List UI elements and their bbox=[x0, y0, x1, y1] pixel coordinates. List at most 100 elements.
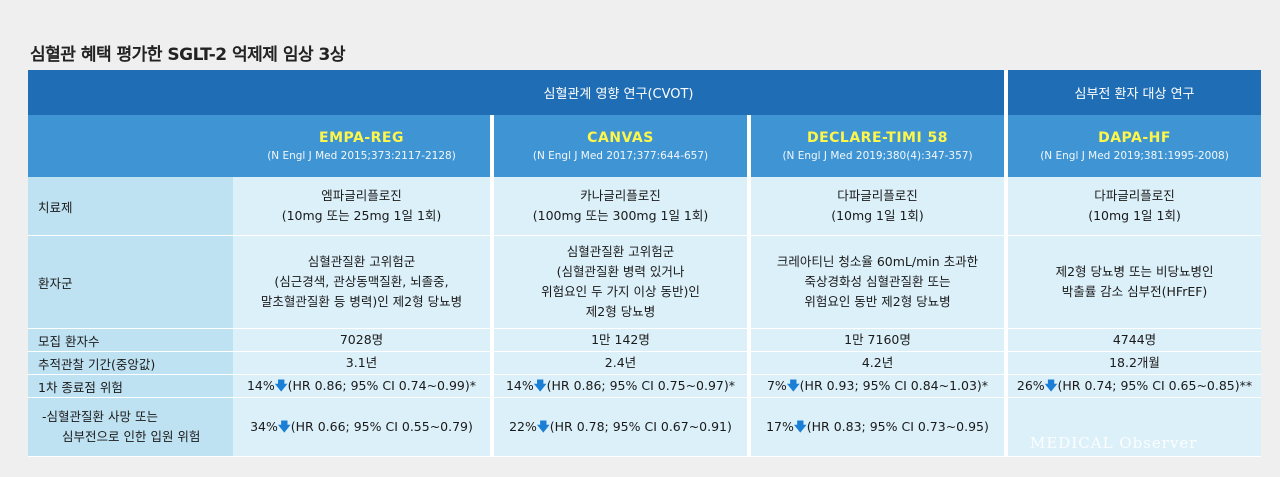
down-arrow-icon: 🡇 bbox=[533, 378, 547, 393]
table-cell: 다파글리플로진 (10mg 1일 1회) bbox=[1004, 177, 1262, 236]
table-cell: 엠파글리플로진 (10mg 또는 25mg 1일 1회) bbox=[233, 177, 490, 236]
trial-header-declare: DECLARE-TIMI 58 (N Engl J Med 2019;380(4… bbox=[747, 115, 1005, 177]
cell-line: (심혈관질환 병력 있거나 bbox=[556, 264, 685, 279]
row-label: 추적관찰 기간(중앙값) bbox=[28, 352, 233, 375]
table-row-secondary-endpoint: -심혈관질환 사망 또는 심부전으로 인한 입원 위험 34%🡇(HR 0.66;… bbox=[28, 398, 1262, 457]
hazard-ratio: (HR 0.78; 95% CI 0.67~0.91) bbox=[549, 419, 732, 434]
down-arrow-icon: 🡇 bbox=[1044, 378, 1058, 393]
hazard-ratio: (HR 0.93; 95% CI 0.84~1.03)* bbox=[799, 378, 989, 393]
down-arrow-icon: 🡇 bbox=[786, 378, 800, 393]
row-label: 모집 환자수 bbox=[28, 329, 233, 352]
table-cell: 7028명 bbox=[233, 329, 490, 352]
trial-header-empa: EMPA-REG (N Engl J Med 2015;373:2117-212… bbox=[233, 115, 490, 177]
trial-reference: (N Engl J Med 2019;381:1995-2008) bbox=[1040, 150, 1229, 162]
cell-line: 엠파글리플로진 bbox=[321, 188, 402, 203]
table-cell: 1만 142명 bbox=[490, 329, 747, 352]
row-label: 치료제 bbox=[28, 177, 233, 236]
risk-reduction-value: 14% bbox=[246, 378, 275, 393]
trial-name: CANVAS bbox=[587, 130, 654, 146]
row-label: 1차 종료점 위험 bbox=[28, 375, 233, 398]
group-header-hf: 심부전 환자 대상 연구 bbox=[1004, 70, 1262, 115]
table-cell: 카나글리플로진 (100mg 또는 300mg 1일 1회) bbox=[490, 177, 747, 236]
header-corner bbox=[28, 70, 233, 115]
hazard-ratio: (HR 0.86; 95% CI 0.75~0.97)* bbox=[546, 378, 736, 393]
table-cell: 다파글리플로진 (10mg 1일 1회) bbox=[747, 177, 1005, 236]
table-cell: 18.2개월 bbox=[1004, 352, 1262, 375]
trial-name: EMPA-REG bbox=[319, 130, 404, 146]
table-cell: 7%🡇(HR 0.93; 95% CI 0.84~1.03)* bbox=[747, 375, 1005, 398]
cell-line: 죽상경화성 심혈관질환 또는 bbox=[804, 274, 951, 289]
trial-header-dapa: DAPA-HF (N Engl J Med 2019;381:1995-2008… bbox=[1004, 115, 1262, 177]
cell-line: 제2형 당뇨병 또는 비당뇨병인 bbox=[1055, 264, 1214, 279]
cell-line: 제2형 당뇨병 bbox=[585, 304, 656, 319]
trial-name: DAPA-HF bbox=[1098, 130, 1171, 146]
table-row-enrolled: 모집 환자수 7028명 1만 142명 1만 7160명 4744명 bbox=[28, 329, 1262, 352]
table-cell: 4744명 bbox=[1004, 329, 1262, 352]
hazard-ratio: (HR 0.86; 95% CI 0.74~0.99)* bbox=[287, 378, 477, 393]
cell-line: 다파글리플로진 bbox=[837, 188, 918, 203]
trial-reference: (N Engl J Med 2019;380(4):347-357) bbox=[782, 150, 973, 162]
risk-reduction-value: 7% bbox=[766, 378, 787, 393]
risk-reduction-value: 22% bbox=[509, 419, 537, 434]
group-header-cvot: 심혈관계 영향 연구(CVOT) bbox=[233, 70, 1005, 115]
cell-line: 크레아티닌 청소율 60mL/min 초과한 bbox=[776, 254, 979, 269]
row-label-line: -심혈관질환 사망 또는 bbox=[42, 409, 158, 424]
group-header-row: 심혈관계 영향 연구(CVOT) 심부전 환자 대상 연구 bbox=[28, 70, 1262, 115]
table-cell: 4.2년 bbox=[747, 352, 1005, 375]
cell-line: (10mg 1일 1회) bbox=[1088, 208, 1181, 223]
cell-line: 심혈관질환 고위험군 bbox=[566, 244, 675, 259]
sglt2-trials-table: 심혈관계 영향 연구(CVOT) 심부전 환자 대상 연구 EMPA-REG (… bbox=[28, 70, 1262, 457]
trial-reference: (N Engl J Med 2015;373:2117-2128) bbox=[267, 150, 456, 162]
risk-reduction-value: 34% bbox=[250, 419, 278, 434]
trial-header-canvas: CANVAS (N Engl J Med 2017;377:644-657) bbox=[490, 115, 747, 177]
table-cell: 22%🡇(HR 0.78; 95% CI 0.67~0.91) bbox=[490, 398, 747, 457]
cell-line: 카나글리플로진 bbox=[580, 188, 661, 203]
table-cell: 3.1년 bbox=[233, 352, 490, 375]
cell-line: 심혈관질환 고위험군 bbox=[307, 254, 416, 269]
cell-line: 위험요인 동반 제2형 당뇨병 bbox=[804, 294, 951, 309]
table-cell: 34%🡇(HR 0.66; 95% CI 0.55~0.79) bbox=[233, 398, 490, 457]
down-arrow-icon: 🡇 bbox=[793, 419, 807, 434]
table-cell: 26%🡇(HR 0.74; 95% CI 0.65~0.85)** bbox=[1004, 375, 1262, 398]
cell-line: 위험요인 두 가지 이상 동반)인 bbox=[541, 284, 700, 299]
trial-header-row: EMPA-REG (N Engl J Med 2015;373:2117-212… bbox=[28, 115, 1262, 177]
risk-reduction-value: 14% bbox=[505, 378, 534, 393]
cell-line: (10mg 또는 25mg 1일 1회) bbox=[281, 208, 442, 223]
risk-reduction-value: 17% bbox=[766, 419, 794, 434]
row-label-line: 심부전으로 인한 입원 위험 bbox=[62, 429, 201, 444]
cell-line: (심근경색, 관상동맥질환, 뇌졸중, bbox=[274, 274, 449, 289]
table-cell: 심혈관질환 고위험군 (심근경색, 관상동맥질환, 뇌졸중, 말초혈관질환 등 병력… bbox=[233, 236, 490, 329]
row-label: 환자군 bbox=[28, 236, 233, 329]
risk-reduction-value: 26% bbox=[1016, 378, 1045, 393]
table-cell: 14%🡇(HR 0.86; 95% CI 0.74~0.99)* bbox=[233, 375, 490, 398]
hazard-ratio: (HR 0.66; 95% CI 0.55~0.79) bbox=[290, 419, 473, 434]
header-corner-2 bbox=[28, 115, 233, 177]
table-cell-empty bbox=[1004, 398, 1262, 457]
table-cell: 2.4년 bbox=[490, 352, 747, 375]
cell-line: 말초혈관질환 등 병력)인 제2형 당뇨병 bbox=[260, 294, 463, 309]
down-arrow-icon: 🡇 bbox=[277, 419, 291, 434]
cell-line: 박출률 감소 심부전(HFrEF) bbox=[1061, 284, 1208, 299]
down-arrow-icon: 🡇 bbox=[274, 378, 288, 393]
table-cell: 17%🡇(HR 0.83; 95% CI 0.73~0.95) bbox=[747, 398, 1005, 457]
down-arrow-icon: 🡇 bbox=[536, 419, 550, 434]
table-row-population: 환자군 심혈관질환 고위험군 (심근경색, 관상동맥질환, 뇌졸중, 말초혈관질환 … bbox=[28, 236, 1262, 329]
table-row-primary-endpoint: 1차 종료점 위험 14%🡇(HR 0.86; 95% CI 0.74~0.99… bbox=[28, 375, 1262, 398]
page-title: 심혈관 혜택 평가한 SGLT-2 억제제 임상 3상 bbox=[30, 45, 346, 65]
trial-name: DECLARE-TIMI 58 bbox=[806, 130, 949, 146]
trial-reference: (N Engl J Med 2017;377:644-657) bbox=[532, 150, 709, 162]
cell-line: (100mg 또는 300mg 1일 1회) bbox=[532, 208, 709, 223]
watermark: MEDICAL Observer bbox=[1030, 434, 1198, 452]
table-row-drug: 치료제 엠파글리플로진 (10mg 또는 25mg 1일 1회) 카나글리플로진 (… bbox=[28, 177, 1262, 236]
hazard-ratio: (HR 0.83; 95% CI 0.73~0.95) bbox=[806, 419, 989, 434]
table-row-followup: 추적관찰 기간(중앙값) 3.1년 2.4년 4.2년 18.2개월 bbox=[28, 352, 1262, 375]
hazard-ratio: (HR 0.74; 95% CI 0.65~0.85)** bbox=[1057, 378, 1253, 393]
table-cell: 14%🡇(HR 0.86; 95% CI 0.75~0.97)* bbox=[490, 375, 747, 398]
cell-line: (10mg 1일 1회) bbox=[831, 208, 924, 223]
cell-line: 다파글리플로진 bbox=[1094, 188, 1175, 203]
table-cell: 1만 7160명 bbox=[747, 329, 1005, 352]
